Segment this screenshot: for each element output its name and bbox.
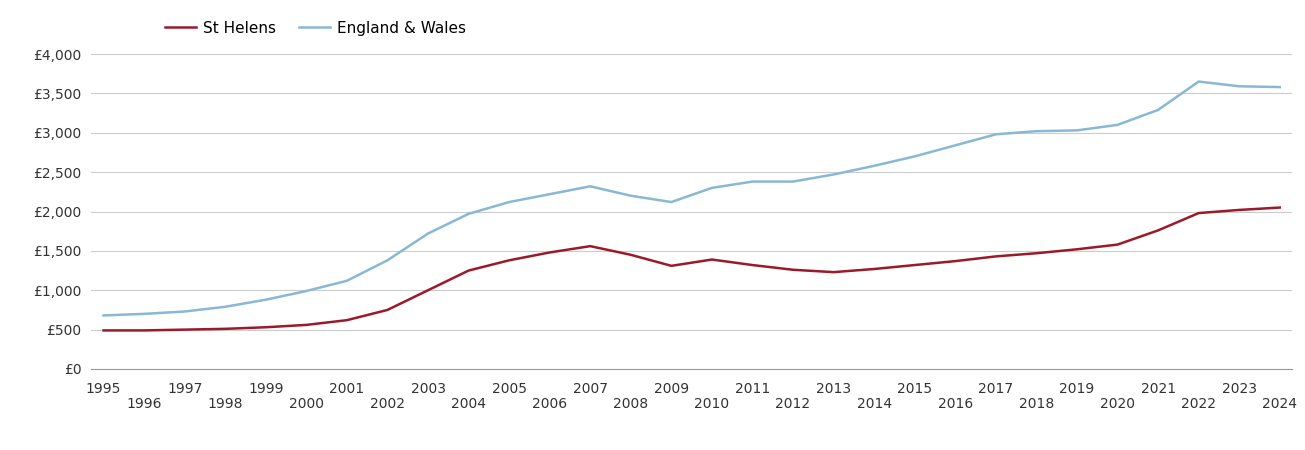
Text: 2024: 2024 bbox=[1262, 397, 1297, 411]
St Helens bbox=[786, 267, 801, 272]
England & Wales bbox=[1109, 122, 1125, 128]
England & Wales bbox=[95, 313, 111, 318]
England & Wales bbox=[745, 179, 761, 184]
England & Wales bbox=[826, 172, 842, 177]
St Helens bbox=[380, 307, 395, 313]
St Helens bbox=[1109, 242, 1125, 248]
Text: 2012: 2012 bbox=[775, 397, 810, 411]
St Helens bbox=[947, 258, 963, 264]
England & Wales bbox=[542, 192, 557, 197]
Text: 2019: 2019 bbox=[1060, 382, 1095, 396]
Text: 2015: 2015 bbox=[897, 382, 932, 396]
Text: 2013: 2013 bbox=[816, 382, 851, 396]
England & Wales bbox=[582, 184, 598, 189]
Text: 2002: 2002 bbox=[369, 397, 405, 411]
St Helens bbox=[826, 270, 842, 275]
England & Wales bbox=[1191, 79, 1207, 84]
Text: 1997: 1997 bbox=[167, 382, 202, 396]
Text: 2016: 2016 bbox=[938, 397, 974, 411]
Line: England & Wales: England & Wales bbox=[103, 81, 1280, 315]
Text: 2022: 2022 bbox=[1181, 397, 1216, 411]
St Helens bbox=[1232, 207, 1248, 212]
England & Wales bbox=[622, 193, 638, 198]
Text: 2005: 2005 bbox=[492, 382, 527, 396]
Text: 1995: 1995 bbox=[86, 382, 121, 396]
St Helens bbox=[1150, 228, 1165, 233]
St Helens bbox=[176, 327, 192, 332]
Text: 2023: 2023 bbox=[1221, 382, 1257, 396]
St Helens bbox=[258, 324, 274, 330]
England & Wales bbox=[501, 199, 517, 205]
England & Wales bbox=[1232, 84, 1248, 89]
St Helens bbox=[136, 328, 151, 333]
England & Wales bbox=[461, 211, 476, 216]
England & Wales bbox=[1028, 128, 1044, 134]
Text: 2021: 2021 bbox=[1141, 382, 1176, 396]
St Helens bbox=[218, 326, 234, 332]
England & Wales bbox=[786, 179, 801, 184]
St Helens bbox=[622, 252, 638, 257]
St Helens bbox=[1272, 205, 1288, 210]
Text: 1996: 1996 bbox=[127, 397, 162, 411]
England & Wales bbox=[988, 131, 1004, 137]
St Helens bbox=[705, 257, 720, 262]
Text: 2001: 2001 bbox=[329, 382, 364, 396]
England & Wales bbox=[1069, 128, 1084, 133]
Text: 1999: 1999 bbox=[248, 382, 283, 396]
Text: 2018: 2018 bbox=[1019, 397, 1054, 411]
St Helens bbox=[299, 322, 315, 328]
England & Wales bbox=[420, 231, 436, 236]
England & Wales bbox=[380, 257, 395, 263]
England & Wales bbox=[339, 278, 355, 284]
St Helens bbox=[745, 262, 761, 268]
England & Wales bbox=[705, 185, 720, 191]
Text: 2006: 2006 bbox=[532, 397, 568, 411]
England & Wales bbox=[1272, 84, 1288, 90]
Line: St Helens: St Helens bbox=[103, 207, 1280, 330]
St Helens bbox=[663, 263, 679, 269]
Text: 2014: 2014 bbox=[856, 397, 891, 411]
Text: 2017: 2017 bbox=[979, 382, 1014, 396]
St Helens bbox=[95, 328, 111, 333]
St Helens bbox=[461, 268, 476, 273]
St Helens bbox=[867, 266, 882, 272]
England & Wales bbox=[136, 311, 151, 317]
Text: 2004: 2004 bbox=[452, 397, 485, 411]
England & Wales bbox=[867, 163, 882, 168]
England & Wales bbox=[218, 304, 234, 310]
England & Wales bbox=[299, 288, 315, 294]
Text: 2009: 2009 bbox=[654, 382, 689, 396]
England & Wales bbox=[1150, 107, 1165, 112]
St Helens bbox=[1191, 210, 1207, 216]
St Helens bbox=[907, 262, 923, 268]
St Helens bbox=[582, 243, 598, 249]
St Helens bbox=[339, 317, 355, 323]
Text: 1998: 1998 bbox=[207, 397, 243, 411]
England & Wales bbox=[663, 199, 679, 205]
St Helens bbox=[542, 250, 557, 255]
England & Wales bbox=[907, 154, 923, 159]
Text: 2000: 2000 bbox=[288, 397, 324, 411]
St Helens bbox=[1069, 247, 1084, 252]
England & Wales bbox=[258, 297, 274, 302]
Text: 2007: 2007 bbox=[573, 382, 608, 396]
Text: 2003: 2003 bbox=[411, 382, 445, 396]
Text: 2008: 2008 bbox=[613, 397, 649, 411]
Text: 2010: 2010 bbox=[694, 397, 729, 411]
Text: 2011: 2011 bbox=[735, 382, 770, 396]
England & Wales bbox=[947, 143, 963, 148]
St Helens bbox=[988, 254, 1004, 259]
England & Wales bbox=[176, 309, 192, 314]
Text: 2020: 2020 bbox=[1100, 397, 1135, 411]
St Helens bbox=[501, 257, 517, 263]
St Helens bbox=[1028, 251, 1044, 256]
Legend: St Helens, England & Wales: St Helens, England & Wales bbox=[159, 14, 472, 41]
St Helens bbox=[420, 288, 436, 293]
